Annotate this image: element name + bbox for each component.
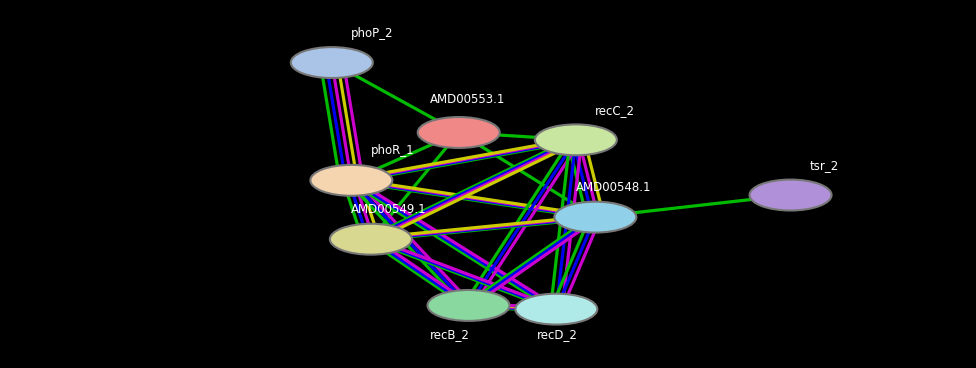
Text: phoP_2: phoP_2 xyxy=(351,26,394,40)
Text: phoR_1: phoR_1 xyxy=(371,144,415,158)
Text: AMD00549.1: AMD00549.1 xyxy=(351,203,427,216)
Text: recC_2: recC_2 xyxy=(595,104,635,117)
Circle shape xyxy=(750,180,832,210)
Circle shape xyxy=(291,47,373,78)
Text: tsr_2: tsr_2 xyxy=(810,159,839,172)
Circle shape xyxy=(535,124,617,155)
Text: AMD00548.1: AMD00548.1 xyxy=(576,181,651,194)
Circle shape xyxy=(515,294,597,325)
Circle shape xyxy=(427,290,509,321)
Text: AMD00553.1: AMD00553.1 xyxy=(429,93,505,106)
Circle shape xyxy=(310,165,392,196)
Circle shape xyxy=(418,117,500,148)
Text: recB_2: recB_2 xyxy=(429,328,469,342)
Circle shape xyxy=(554,202,636,233)
Text: recD_2: recD_2 xyxy=(537,328,578,342)
Circle shape xyxy=(330,224,412,255)
